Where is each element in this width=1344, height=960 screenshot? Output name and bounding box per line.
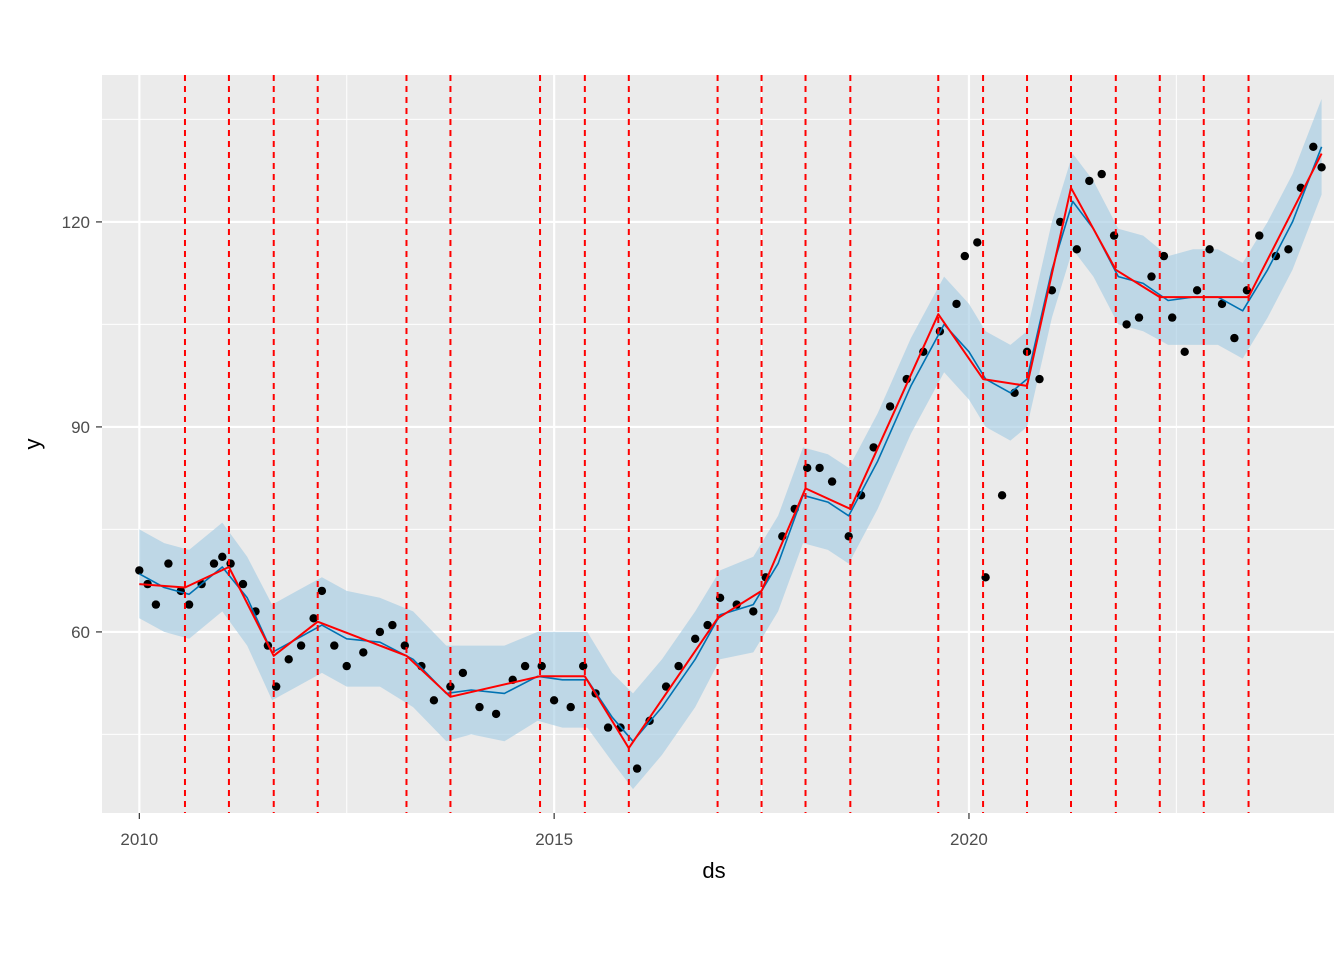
y-tick-label: 120	[62, 213, 90, 232]
observed-point	[520, 661, 530, 671]
observed-point	[388, 620, 397, 630]
observed-point	[1072, 245, 1082, 254]
x-tick-label: 2015	[535, 830, 573, 849]
observed-point	[1168, 313, 1177, 322]
observed-point	[566, 702, 575, 712]
observed-point	[579, 661, 588, 671]
observed-point	[803, 463, 812, 473]
observed-point	[1134, 313, 1144, 322]
observed-point	[296, 641, 306, 650]
observed-point	[1097, 169, 1106, 179]
observed-point	[997, 491, 1007, 500]
observed-point	[475, 702, 484, 712]
observed-point	[342, 661, 351, 671]
observed-point	[1192, 286, 1202, 295]
observed-point	[164, 559, 173, 568]
observed-point	[1284, 245, 1293, 254]
observed-point	[317, 586, 327, 596]
observed-point	[1205, 245, 1214, 254]
changepoint-lines-layer	[183, 75, 1250, 813]
observed-point	[491, 709, 501, 719]
observed-point	[1309, 142, 1318, 151]
observed-point	[446, 682, 455, 691]
observed-point	[309, 614, 318, 623]
observed-point	[703, 620, 712, 630]
uncertainty-band	[139, 98, 1322, 790]
observed-point	[844, 532, 853, 541]
observed-point	[209, 559, 219, 568]
observed-point	[869, 443, 878, 452]
observed-point	[1147, 272, 1156, 281]
observed-point	[151, 600, 161, 609]
observed-point	[1159, 251, 1169, 261]
trend-line-layer	[139, 153, 1323, 750]
observed-point	[885, 402, 895, 411]
observed-point	[973, 238, 982, 247]
observed-point	[458, 668, 468, 678]
observed-point	[815, 463, 824, 473]
observed-point	[1255, 231, 1264, 240]
y-axis-title: y	[20, 439, 45, 450]
observed-point	[952, 299, 961, 309]
observed-point	[429, 696, 439, 705]
observed-point	[827, 477, 837, 486]
observed-point	[1122, 320, 1131, 329]
observed-point	[218, 552, 227, 561]
observed-point	[549, 696, 559, 705]
observed-point	[1085, 176, 1094, 186]
y-axis: 60 90 120	[62, 213, 102, 642]
observed-point	[1317, 163, 1326, 172]
x-axis: 2010 2015 2020	[120, 813, 988, 849]
observed-point	[661, 682, 671, 691]
observed-point	[1217, 299, 1227, 309]
observed-point	[674, 661, 683, 671]
observed-point	[238, 579, 248, 589]
observed-point	[375, 627, 385, 637]
observed-point	[749, 607, 758, 616]
observed-point	[330, 641, 339, 650]
x-tick-label: 2020	[950, 830, 988, 849]
observed-point	[1035, 374, 1044, 384]
observed-point	[603, 723, 613, 732]
observed-point	[284, 655, 293, 664]
observed-point	[537, 661, 546, 671]
y-tick-label: 60	[71, 623, 90, 642]
x-axis-title: ds	[702, 858, 725, 883]
x-tick-label: 2010	[120, 830, 158, 849]
observed-point	[359, 648, 368, 657]
trend-line	[139, 153, 1323, 750]
y-tick-label: 90	[71, 418, 90, 437]
observed-point	[1180, 347, 1189, 356]
observed-point	[1109, 231, 1119, 240]
observed-point	[960, 251, 969, 261]
observed-point	[632, 764, 642, 773]
observed-point	[1047, 286, 1057, 295]
observed-point	[135, 566, 144, 575]
observed-point	[691, 634, 700, 643]
observed-point	[184, 600, 194, 609]
uncertainty-band-layer	[139, 98, 1322, 790]
observed-point	[400, 641, 409, 650]
observed-point	[1230, 333, 1239, 343]
